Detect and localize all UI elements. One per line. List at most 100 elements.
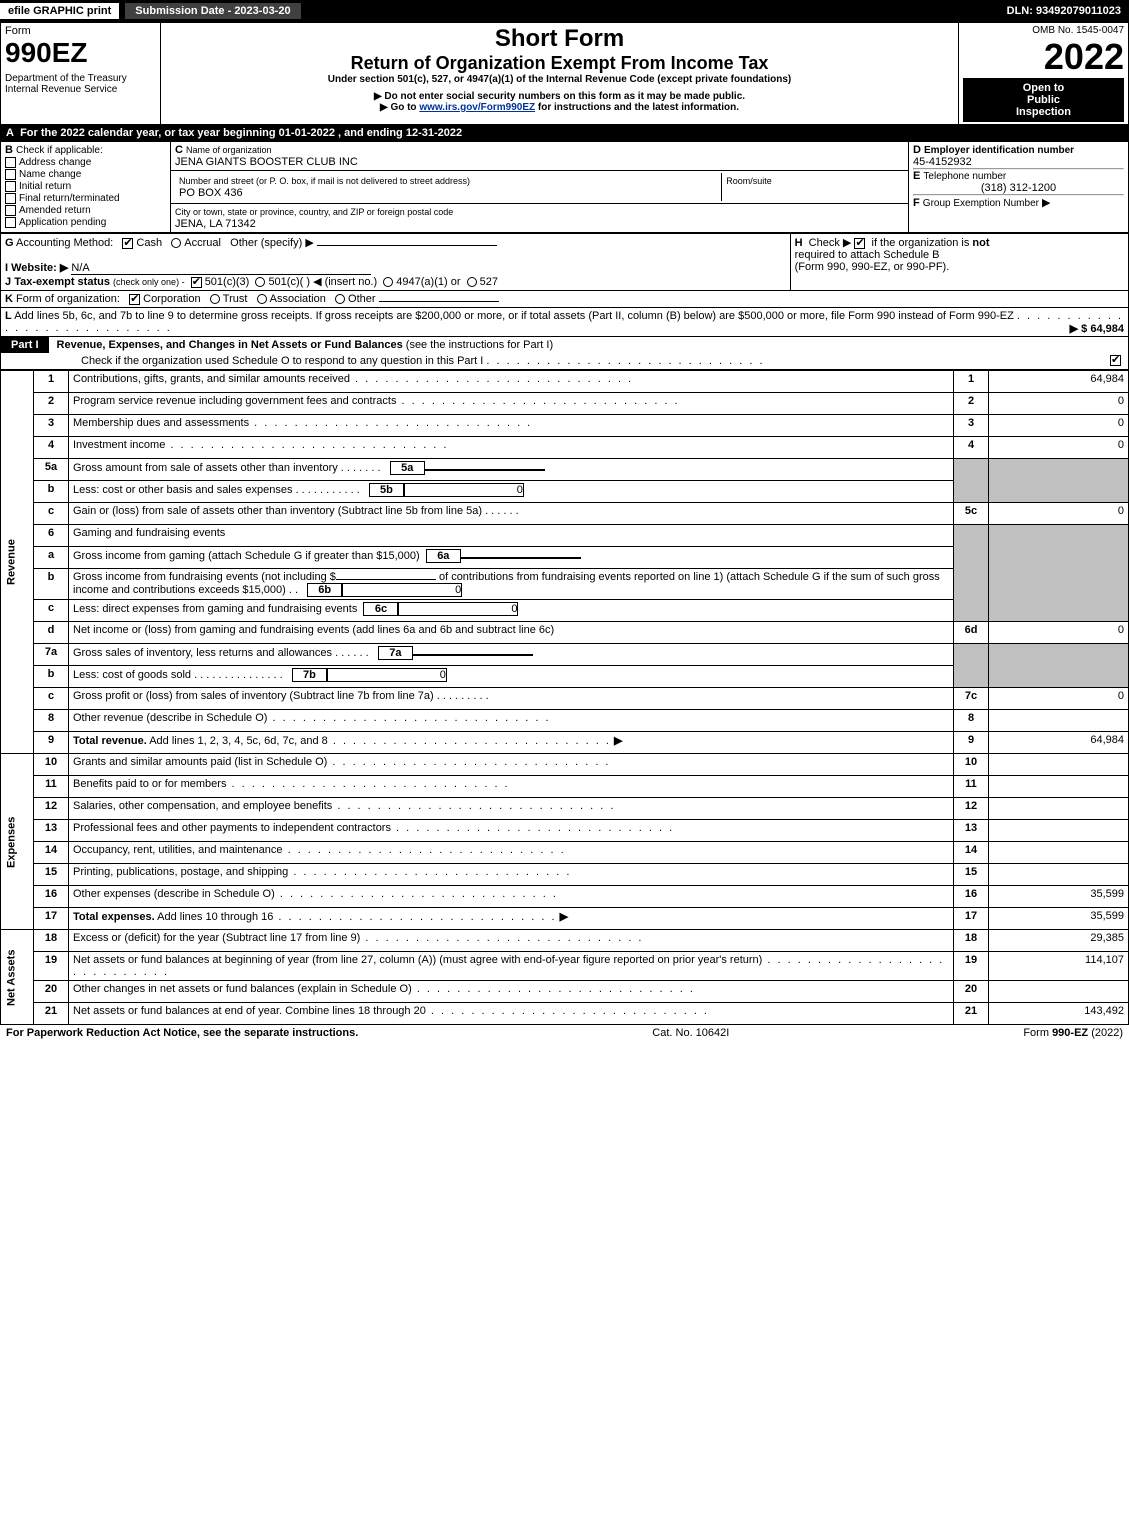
h-line2: required to attach Schedule B — [795, 249, 940, 261]
footer-right-b: 990-EZ — [1052, 1027, 1088, 1039]
line-9-text: Total revenue. — [73, 735, 147, 747]
letter-h: H — [795, 237, 803, 249]
city-label: City or town, state or province, country… — [175, 207, 453, 217]
f-arrow: ▶ — [1042, 197, 1050, 209]
footer-right-post: (2022) — [1088, 1027, 1123, 1039]
line-6-text: Gaming and fundraising events — [69, 525, 954, 547]
chk-address-change[interactable] — [5, 157, 16, 168]
line-19-num: 19 — [954, 952, 989, 981]
chk-schedule-b[interactable] — [854, 238, 865, 249]
line-6d-text: Net income or (loss) from gaming and fun… — [69, 622, 954, 644]
line-6c-text: Less: direct expenses from gaming and fu… — [73, 603, 357, 615]
city-value: JENA, LA 71342 — [175, 218, 256, 230]
line-18-text: Excess or (deficit) for the year (Subtra… — [73, 932, 360, 944]
chk-501c3[interactable] — [191, 277, 202, 288]
line-14-text: Occupancy, rent, utilities, and maintena… — [73, 844, 283, 856]
line-6b-blank[interactable] — [336, 579, 436, 580]
open-to-public: Open to Public Inspection — [963, 78, 1124, 122]
g-cash: Cash — [136, 237, 162, 249]
j-label: Tax-exempt status — [14, 276, 110, 288]
efile-label: efile GRAPHIC print — [0, 3, 119, 19]
chk-501c[interactable] — [255, 277, 265, 287]
chk-corporation[interactable] — [129, 294, 140, 305]
line-7c-text: Gross profit or (loss) from sales of inv… — [73, 690, 434, 702]
line-12-val — [989, 798, 1129, 820]
chk-amended-return[interactable] — [5, 205, 16, 216]
chk-association[interactable] — [257, 294, 267, 304]
c-label: Name of organization — [186, 145, 272, 155]
line-19-text: Net assets or fund balances at beginning… — [73, 954, 762, 966]
line-a: A For the 2022 calendar year, or tax yea… — [0, 125, 1129, 141]
chk-4947[interactable] — [383, 277, 393, 287]
line-8-val — [989, 710, 1129, 732]
line-13-num: 13 — [954, 820, 989, 842]
ein-value: 45-4152932 — [913, 156, 972, 168]
chk-application-pending[interactable] — [5, 217, 16, 228]
chk-name-change[interactable] — [5, 169, 16, 180]
line-20-num: 20 — [954, 981, 989, 1003]
line-21-val: 143,492 — [989, 1003, 1129, 1025]
street-value: PO BOX 436 — [179, 187, 243, 199]
title-short-form: Short Form — [165, 25, 954, 53]
letter-d: D — [913, 144, 921, 156]
chk-schedule-o[interactable] — [1110, 355, 1121, 366]
irs-link[interactable]: www.irs.gov/Form990EZ — [419, 102, 535, 113]
line-6d-val: 0 — [989, 622, 1129, 644]
line-21-text: Net assets or fund balances at end of ye… — [73, 1005, 426, 1017]
line-3-num: 3 — [954, 415, 989, 437]
i-label: Website: ▶ — [11, 262, 68, 274]
h-not: not — [972, 237, 989, 249]
line-5a-sn: 5a — [390, 461, 425, 475]
b-label: Check if applicable: — [16, 145, 103, 156]
line-14-num: 14 — [954, 842, 989, 864]
tax-year: 2022 — [963, 36, 1124, 78]
chk-cash[interactable] — [122, 238, 133, 249]
chk-accrual[interactable] — [171, 238, 181, 248]
line-5c-num: 5c — [954, 503, 989, 525]
j-o4: 527 — [480, 276, 498, 288]
line-10-val — [989, 754, 1129, 776]
line-15-val — [989, 864, 1129, 886]
letter-l: L — [5, 310, 12, 322]
chk-trust[interactable] — [210, 294, 220, 304]
g-other: Other (specify) ▶ — [230, 237, 314, 249]
k-other-line[interactable] — [379, 301, 499, 302]
opt-pending: Application pending — [19, 217, 106, 228]
line-l: L Add lines 5b, 6c, and 7b to line 9 to … — [0, 308, 1129, 337]
chk-final-return[interactable] — [5, 193, 16, 204]
letter-b: B — [5, 144, 13, 156]
dept-line2: Internal Revenue Service — [5, 84, 156, 95]
form-word: Form — [5, 25, 156, 37]
line-10-num: 10 — [954, 754, 989, 776]
opt-final: Final return/terminated — [19, 193, 120, 204]
j-o1: 501(c)(3) — [205, 276, 250, 288]
j-note: (check only one) - — [113, 277, 185, 287]
l-text: Add lines 5b, 6c, and 7b to line 9 to de… — [14, 310, 1014, 322]
line-13-val — [989, 820, 1129, 842]
letter-j: J — [5, 276, 11, 288]
opt-address: Address change — [19, 157, 91, 168]
top-bar: efile GRAPHIC print Submission Date - 20… — [0, 0, 1129, 22]
subtitle: Under section 501(c), 527, or 4947(a)(1)… — [165, 74, 954, 85]
page-footer: For Paperwork Reduction Act Notice, see … — [0, 1025, 1129, 1041]
instruction-2: ▶ Go to www.irs.gov/Form990EZ for instru… — [165, 102, 954, 113]
line-12-num: 12 — [954, 798, 989, 820]
line-17-arrow: ▶ — [560, 911, 568, 923]
letter-a: A — [6, 127, 14, 139]
chk-initial-return[interactable] — [5, 181, 16, 192]
chk-other-org[interactable] — [335, 294, 345, 304]
footer-right-pre: Form — [1023, 1027, 1052, 1039]
g-other-line[interactable] — [317, 245, 497, 246]
line-18-num: 18 — [954, 930, 989, 952]
form-number: 990EZ — [5, 37, 156, 69]
opt-amended: Amended return — [19, 205, 91, 216]
line-17-num: 17 — [954, 908, 989, 930]
line-6b-sn: 6b — [307, 583, 342, 597]
part-i-check-text: Check if the organization used Schedule … — [81, 355, 483, 367]
line-17-text2: Add lines 10 through 16 — [155, 911, 274, 923]
line-6b-pre: Gross income from fundraising events (no… — [73, 571, 336, 583]
chk-527[interactable] — [467, 277, 477, 287]
line-16-val: 35,599 — [989, 886, 1129, 908]
d-label: Employer identification number — [924, 145, 1074, 156]
line-5c-val: 0 — [989, 503, 1129, 525]
